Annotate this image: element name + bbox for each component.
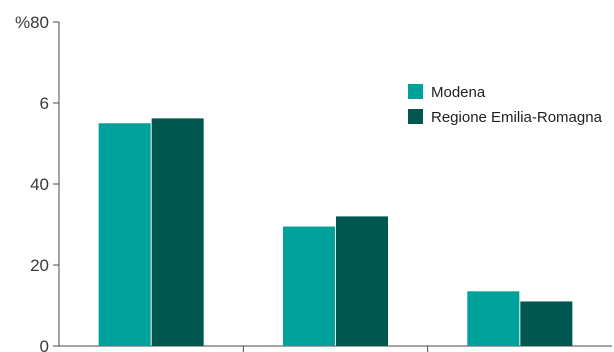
x-axis [59, 345, 612, 352]
bar-regione-2 [520, 301, 573, 346]
y-tick-label: 20 [30, 256, 49, 275]
chart-legend: Modena Regione Emilia-Romagna [408, 84, 603, 126]
legend-swatch-regione [408, 109, 423, 124]
y-tick-label: 0 [40, 337, 49, 352]
bar-regione-0 [151, 118, 204, 346]
y-axis: 0 20 40 6 %80 [15, 13, 60, 352]
legend-label-modena: Modena [431, 84, 486, 101]
bar-modena-0 [98, 123, 151, 346]
legend-swatch-modena [408, 84, 423, 99]
bar-series [98, 118, 573, 346]
y-tick-label: %80 [15, 13, 49, 32]
y-tick-label: 6 [40, 94, 49, 113]
y-tick-label: 40 [30, 175, 49, 194]
bar-modena-1 [283, 226, 335, 346]
legend-label-regione: Regione Emilia-Romagna [431, 109, 603, 126]
bar-regione-1 [336, 216, 388, 346]
bar-modena-2 [467, 291, 520, 346]
